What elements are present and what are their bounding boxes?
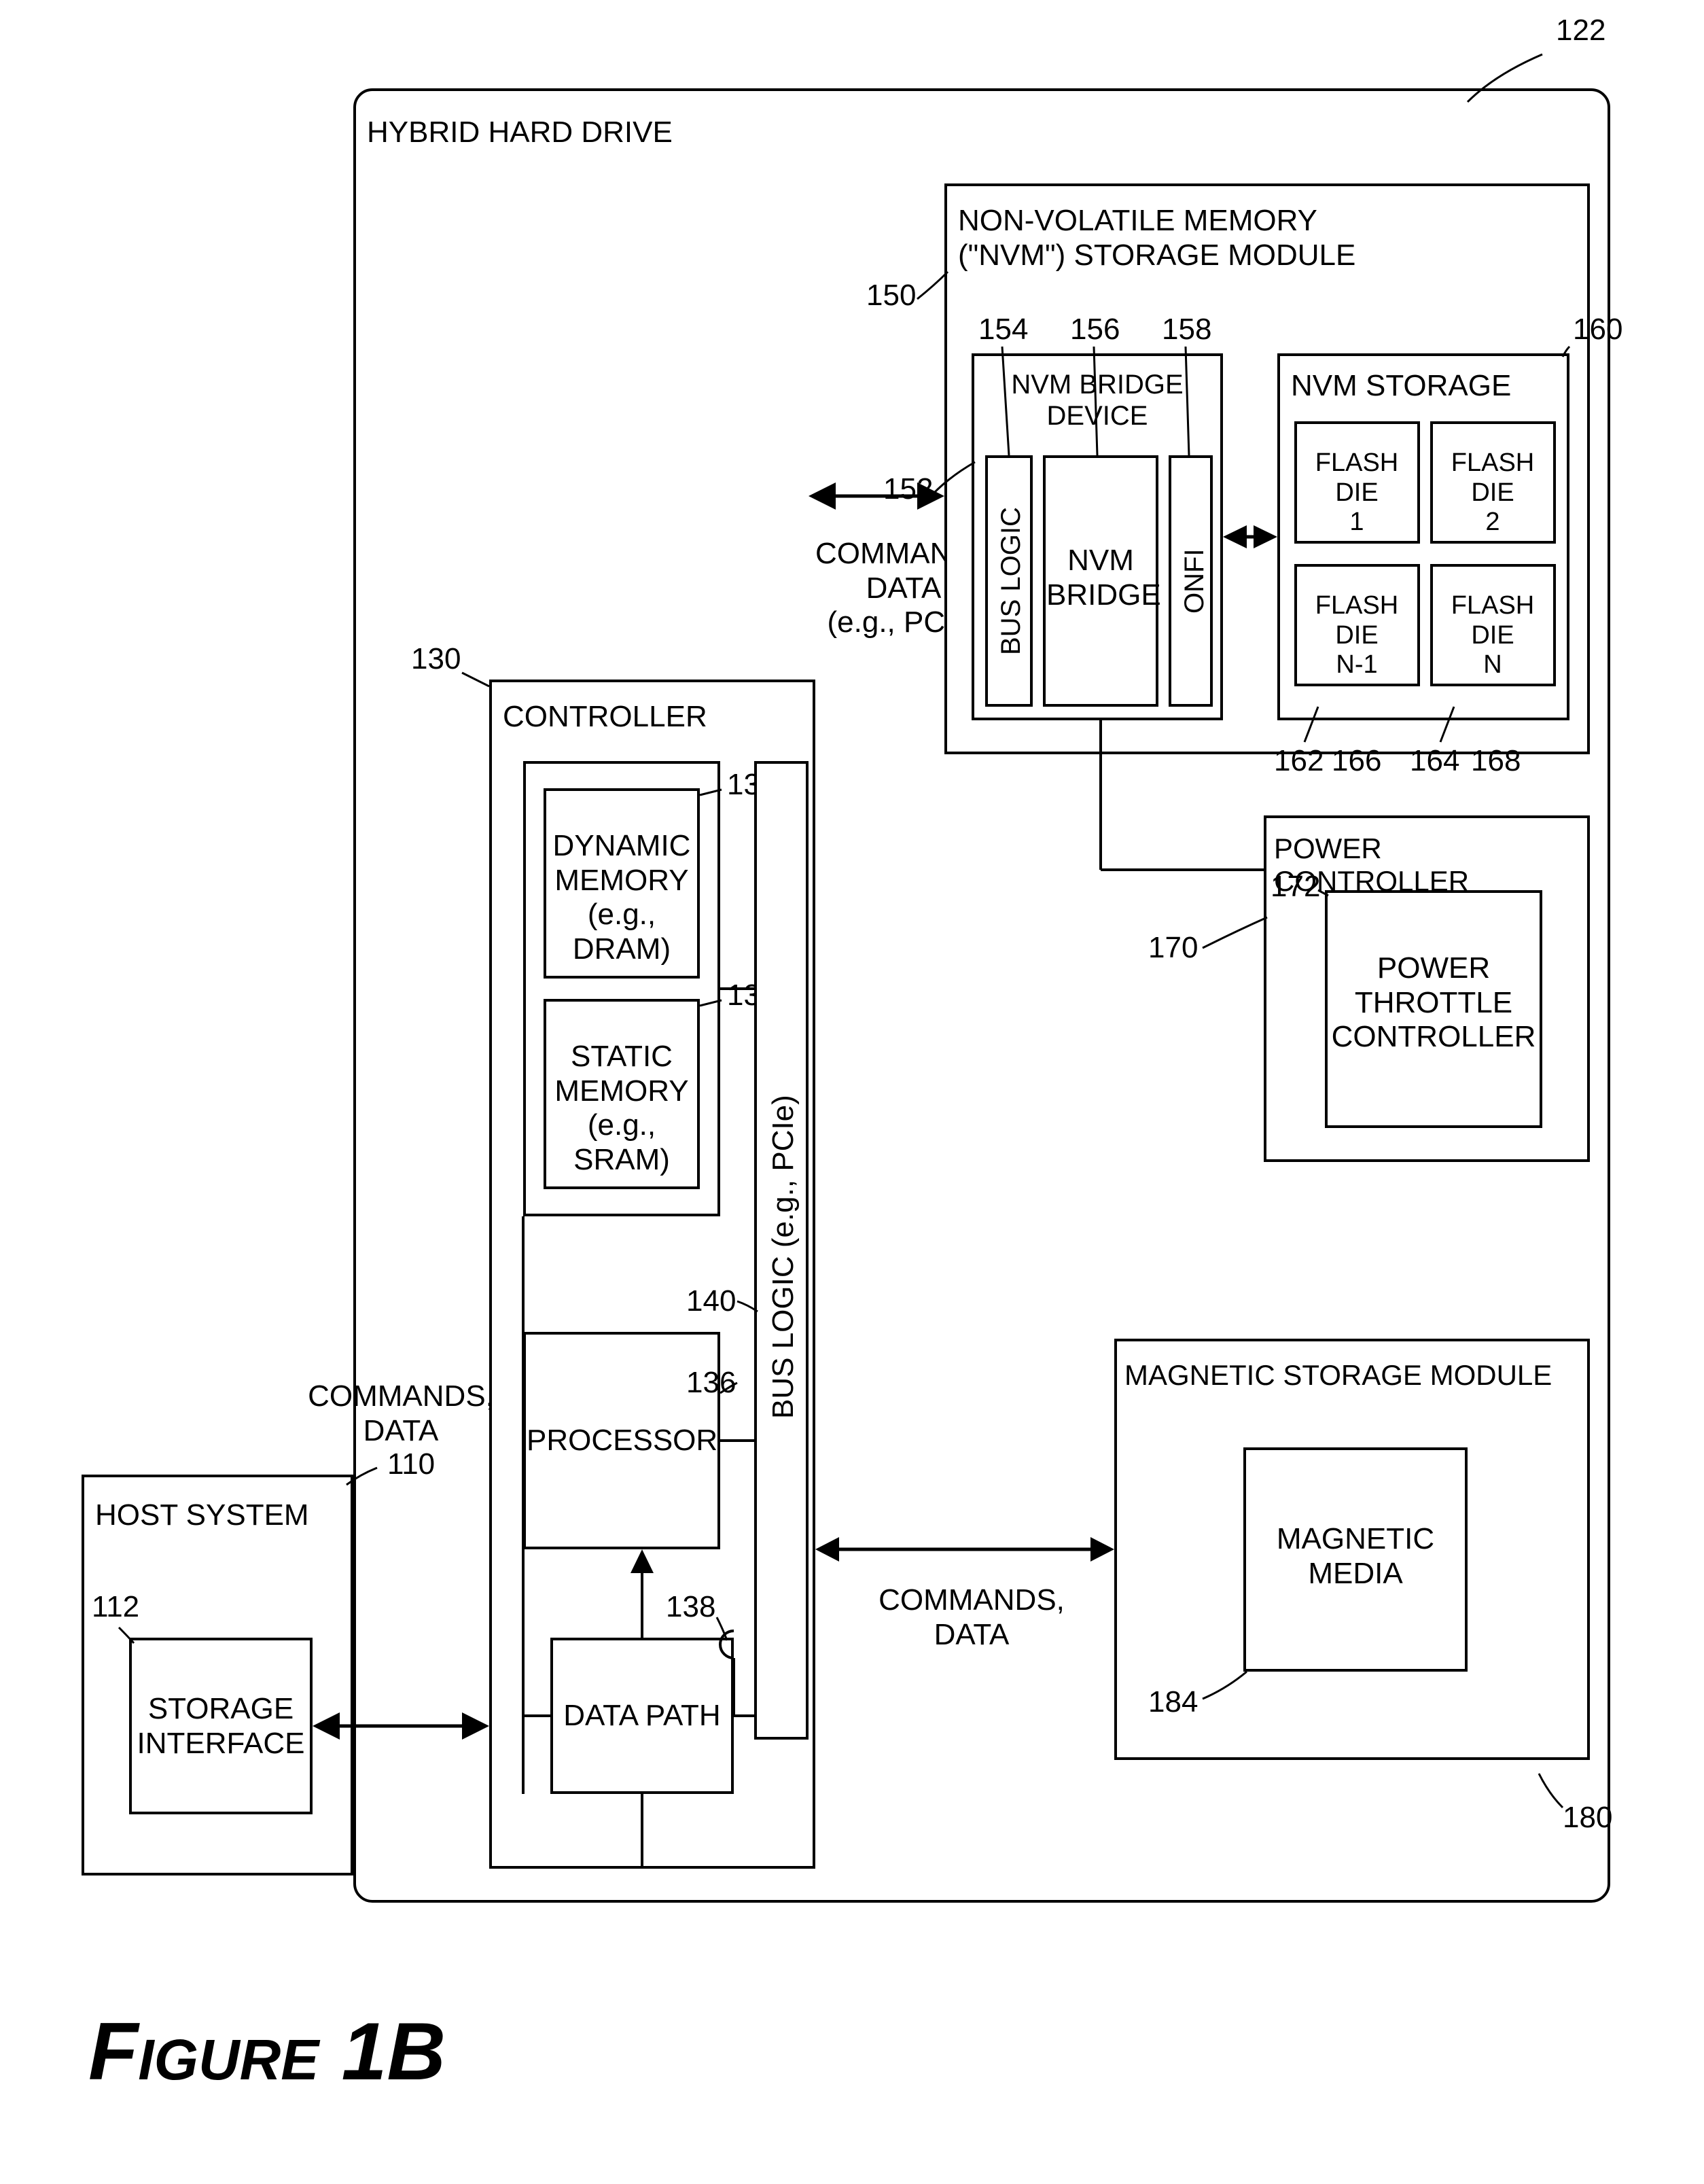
diagram-page: HYBRID HARD DRIVE 122 HOST SYSTEM 110 ST…	[0, 0, 1704, 2184]
ctrl-magnetic-arrow	[0, 0, 1704, 2184]
figure-label: Figure 1B	[88, 2005, 446, 2098]
ctrl-mag-link-label: COMMANDS, DATA	[876, 1583, 1067, 1652]
